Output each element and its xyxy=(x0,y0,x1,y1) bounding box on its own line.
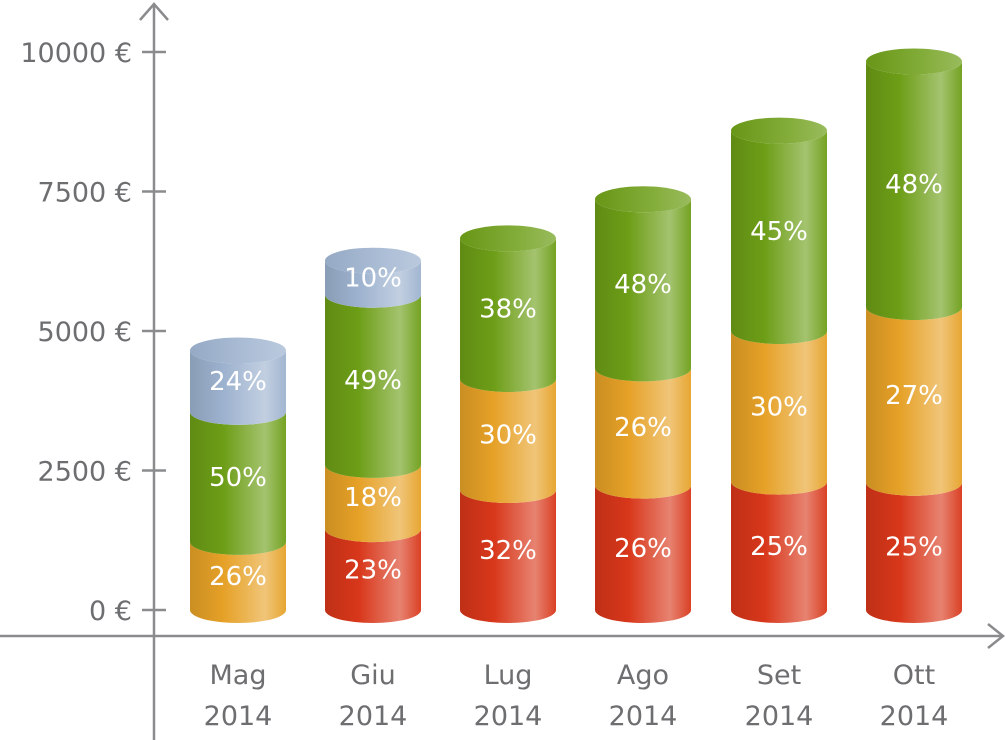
bar-segment-red xyxy=(866,482,962,623)
bar-stack-giu: 23% 18% 49% 10% xyxy=(325,247,421,623)
data-label: 25% xyxy=(885,532,943,562)
data-label: 45% xyxy=(750,217,808,247)
y-tick-label: 0 € xyxy=(89,596,132,627)
data-label: 38% xyxy=(479,295,537,325)
bar-segment-green xyxy=(866,61,962,321)
data-label: 23% xyxy=(344,556,402,586)
data-label: 32% xyxy=(479,536,537,566)
bar-stack-lug: 32% 30% 38% xyxy=(460,225,556,623)
data-label: 30% xyxy=(479,421,537,451)
bar-segment-green xyxy=(595,199,691,382)
bar-segment-orange xyxy=(325,464,421,543)
data-label: 30% xyxy=(750,392,808,422)
y-axis-arrow xyxy=(139,2,169,21)
x-tick-label-month: Giu xyxy=(350,660,396,691)
data-label: 26% xyxy=(209,562,267,592)
x-tick-label-month: Mag xyxy=(210,660,267,691)
bar-segment-blue xyxy=(325,260,421,308)
y-ticks: 0 € 2500 € 5000 € 7500 € 10000 € xyxy=(20,38,166,627)
x-tick-label-year: 2014 xyxy=(609,701,678,732)
bar-segment-red xyxy=(460,490,556,623)
bar-top-cap xyxy=(866,48,962,75)
x-tick-label-year: 2014 xyxy=(204,701,273,732)
bar-top-cap xyxy=(325,247,421,274)
bar-top-cap xyxy=(595,186,691,213)
x-tick-label-month: Lug xyxy=(484,660,533,691)
x-tick-label-month: Ott xyxy=(893,660,935,691)
y-tick-label: 7500 € xyxy=(38,178,132,209)
data-label: 24% xyxy=(209,367,267,397)
data-label: 25% xyxy=(750,532,808,562)
bars: 26%50%24%23%18%49%10%32%30%38%26%26%48%2… xyxy=(190,48,962,623)
x-tick-label-year: 2014 xyxy=(880,701,949,732)
data-label: 48% xyxy=(885,170,943,200)
bar-segment-red xyxy=(595,485,691,623)
x-tick-label-month: Set xyxy=(757,660,801,691)
x-axis-arrow xyxy=(987,623,1006,649)
bar-top-cap xyxy=(190,337,286,364)
bar-segment-green xyxy=(190,411,286,555)
y-tick-label: 5000 € xyxy=(38,317,132,348)
x-tick-label-year: 2014 xyxy=(474,701,543,732)
x-tick-label-month: Ago xyxy=(617,660,669,691)
data-label: 50% xyxy=(209,463,267,493)
bar-stack-set: 25% 30% 45% xyxy=(731,117,827,623)
bar-top-cap xyxy=(460,225,556,252)
data-label: 49% xyxy=(344,366,402,396)
bar-segment-red xyxy=(325,529,421,623)
data-label: 10% xyxy=(344,264,402,294)
data-label: 27% xyxy=(885,381,943,411)
bar-segment-orange xyxy=(460,378,556,504)
data-label: 26% xyxy=(614,413,672,443)
bar-segment-green xyxy=(325,294,421,478)
y-tick-label: 2500 € xyxy=(38,457,132,488)
bar-segment-blue xyxy=(190,350,286,425)
x-tick-label-year: 2014 xyxy=(745,701,814,732)
bar-stack-ago: 26% 26% 48% xyxy=(595,186,691,623)
data-label: 48% xyxy=(614,270,672,300)
bar-stack-mag: 26% 50% 24% xyxy=(190,337,286,623)
bar-segment-red xyxy=(731,481,827,623)
bar-segment-orange xyxy=(595,368,691,499)
x-labels: Mag 2014 Giu 2014 Lug 2014 Ago 2014 Set 2014 Ott 20… xyxy=(204,660,949,732)
data-label: 26% xyxy=(614,534,672,564)
bar-segment-green xyxy=(731,130,827,344)
bar-segment-orange xyxy=(866,307,962,496)
y-tick-label: 10000 € xyxy=(20,38,132,69)
bar-segment-green xyxy=(460,238,556,392)
bar-stack-ott: 25% 27% 48% xyxy=(866,48,962,623)
x-tick-label-year: 2014 xyxy=(339,701,408,732)
bar-segment-orange xyxy=(731,331,827,495)
bar-top-cap xyxy=(731,117,827,144)
bar-segment-orange xyxy=(190,541,286,623)
data-label: 18% xyxy=(344,483,402,513)
